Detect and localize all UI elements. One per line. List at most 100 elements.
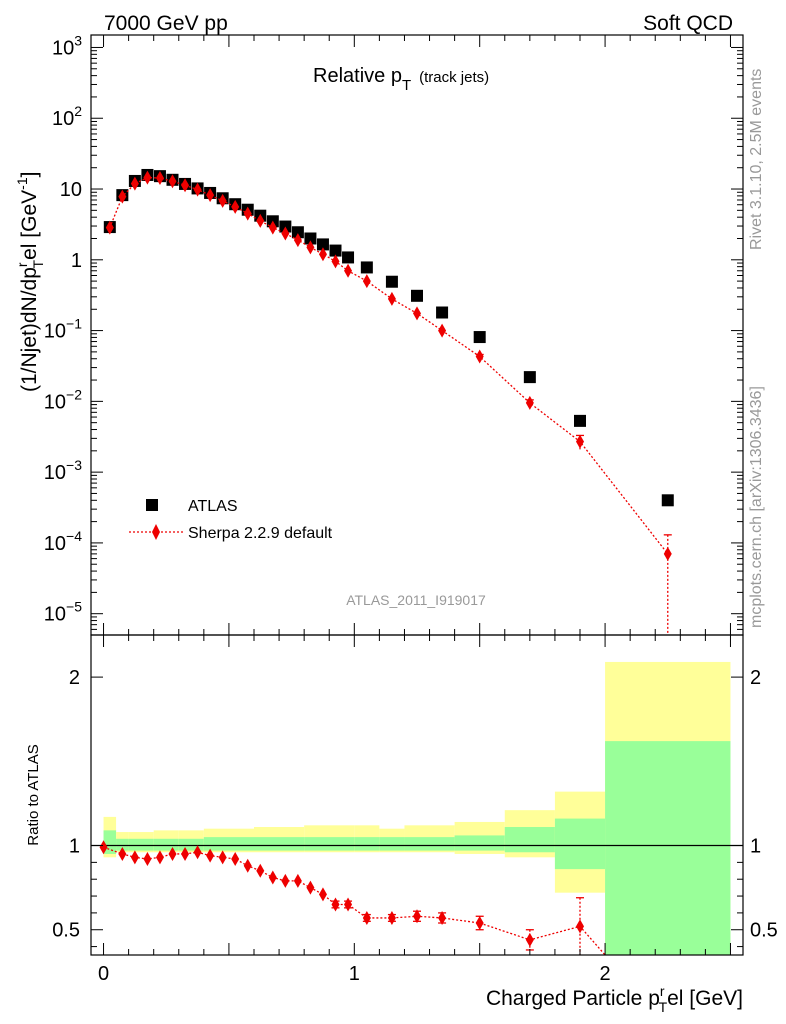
rivet-side-label: Rivet 3.1.10, 2.5M events: [748, 69, 765, 250]
ratio-sherpa-point: [438, 910, 447, 925]
sherpa-point: [306, 240, 315, 255]
ratio-y-axis-label: Ratio to ATLAS: [25, 744, 42, 845]
ratio-sherpa-point: [413, 909, 421, 924]
ratio-y-tick-label: 0.5: [52, 920, 80, 942]
inner-uncertainty-band: [116, 838, 129, 851]
ratio-sherpa-point: [256, 863, 265, 878]
ratio-y-tick-label-right: 0.5: [750, 920, 778, 942]
ratio-sherpa-point: [118, 846, 127, 861]
ratio-sherpa-point: [576, 919, 584, 934]
sherpa-point: [331, 254, 340, 269]
main-y-tick-label: 10−5: [44, 599, 82, 626]
sherpa-point: [206, 188, 215, 203]
sherpa-point: [281, 226, 290, 241]
atlas-point: [411, 289, 423, 302]
legend-sherpa-marker: [152, 524, 160, 540]
x-tick-label: 2: [600, 963, 611, 985]
ratio-sherpa-point: [181, 846, 190, 861]
legend-sherpa-label: Sherpa 2.2.9 default: [188, 525, 333, 542]
inner-uncertainty-band: [379, 837, 405, 851]
sherpa-point: [663, 546, 672, 561]
sherpa-point: [525, 395, 534, 410]
main-y-tick-label: 1: [71, 250, 82, 272]
legend: ATLAS Sherpa 2.2.9 default: [129, 498, 333, 542]
sherpa-point: [218, 193, 227, 208]
ratio-y-tick-label: 2: [69, 667, 80, 689]
sherpa-point: [387, 291, 396, 306]
atlas-point: [342, 251, 355, 264]
main-y-tick-label: 10: [60, 179, 82, 201]
uncertainty-bands: [103, 661, 731, 955]
ratio-sherpa-point: [193, 845, 202, 860]
sherpa-point: [256, 213, 265, 228]
ratio-sherpa-point: [387, 910, 396, 925]
legend-atlas-marker: [146, 499, 158, 511]
inner-uncertainty-band: [128, 838, 154, 851]
ratio-sherpa-point: [344, 897, 353, 912]
sherpa-point: [344, 263, 353, 278]
atlas-point: [329, 244, 342, 257]
inner-uncertainty-band: [354, 837, 380, 851]
inner-uncertainty-band: [254, 837, 305, 851]
sherpa-point: [268, 220, 277, 235]
ratio-panel-frame: [90, 634, 744, 956]
atlas-point: [316, 238, 329, 251]
ratio-sherpa-point: [475, 916, 484, 930]
sherpa-point: [130, 176, 139, 191]
ratio-sherpa-point: [99, 840, 108, 855]
inner-uncertainty-band: [554, 818, 606, 870]
sherpa-point: [293, 233, 302, 248]
legend-atlas-label: ATLAS: [188, 498, 238, 515]
header-left-label: 7000 GeV pp: [104, 12, 228, 35]
sherpa-point: [438, 323, 447, 338]
main-y-tick-label: 10−2: [44, 386, 82, 413]
main-panel-frame: [90, 34, 744, 636]
x-tick-label: 1: [349, 963, 360, 985]
mcplots-side-label: mcplots.cern.ch [arXiv:1306.3436]: [748, 386, 765, 628]
ratio-sherpa-point: [331, 897, 340, 912]
sherpa-point: [318, 247, 327, 262]
sherpa-point: [243, 206, 252, 221]
ratio-sherpa-point: [525, 932, 534, 947]
x-tick-label: 0: [98, 963, 109, 985]
ratio-sherpa-point: [130, 850, 139, 865]
sherpa-point: [193, 182, 202, 197]
atlas-point: [661, 494, 674, 507]
ratio-sherpa-point: [143, 852, 152, 866]
ratio-x-axis: 0 1 2: [98, 635, 731, 985]
main-y-axis-label: (1/Njet)dN/dprTel [GeV-1]: [14, 172, 46, 392]
sherpa-point: [231, 199, 240, 214]
ratio-sherpa-point: [243, 858, 252, 873]
inner-uncertainty-band: [304, 837, 355, 851]
sherpa-point: [168, 174, 177, 189]
ratio-sherpa-point: [155, 850, 164, 865]
ratio-sherpa-point: [168, 846, 177, 861]
sherpa-point: [118, 189, 127, 204]
atlas-point: [385, 275, 398, 288]
inner-uncertainty-band: [404, 837, 455, 851]
ratio-y-tick-label-right: 2: [750, 667, 761, 689]
ratio-sherpa-point: [206, 848, 215, 863]
atlas-point: [436, 306, 449, 319]
ratio-y-tick-label-right: 1: [750, 836, 761, 858]
inner-uncertainty-band: [178, 838, 204, 851]
ratio-y-axis: 0.5 0.5 1 1 2 2: [52, 667, 778, 948]
main-y-tick-label: 10−4: [44, 528, 82, 555]
ratio-sherpa-point: [318, 887, 327, 902]
x-axis-label: Charged Particle pr Tel [GeV]: [486, 983, 743, 1015]
inner-uncertainty-band: [153, 838, 179, 851]
atlas-series: [103, 168, 674, 507]
atlas-point: [360, 261, 373, 274]
inner-uncertainty-band: [504, 827, 555, 853]
ratio-panel: [91, 661, 743, 956]
atlas-point: [473, 331, 486, 344]
atlas-point: [291, 226, 304, 239]
inner-uncertainty-band: [203, 837, 254, 851]
ratio-sherpa-point: [218, 850, 227, 865]
atlas-point: [523, 371, 536, 384]
main-y-tick-label: 10−1: [44, 316, 82, 343]
sherpa-point: [105, 220, 114, 235]
atlas-point: [574, 414, 586, 427]
main-y-tick-label: 103: [52, 32, 82, 59]
